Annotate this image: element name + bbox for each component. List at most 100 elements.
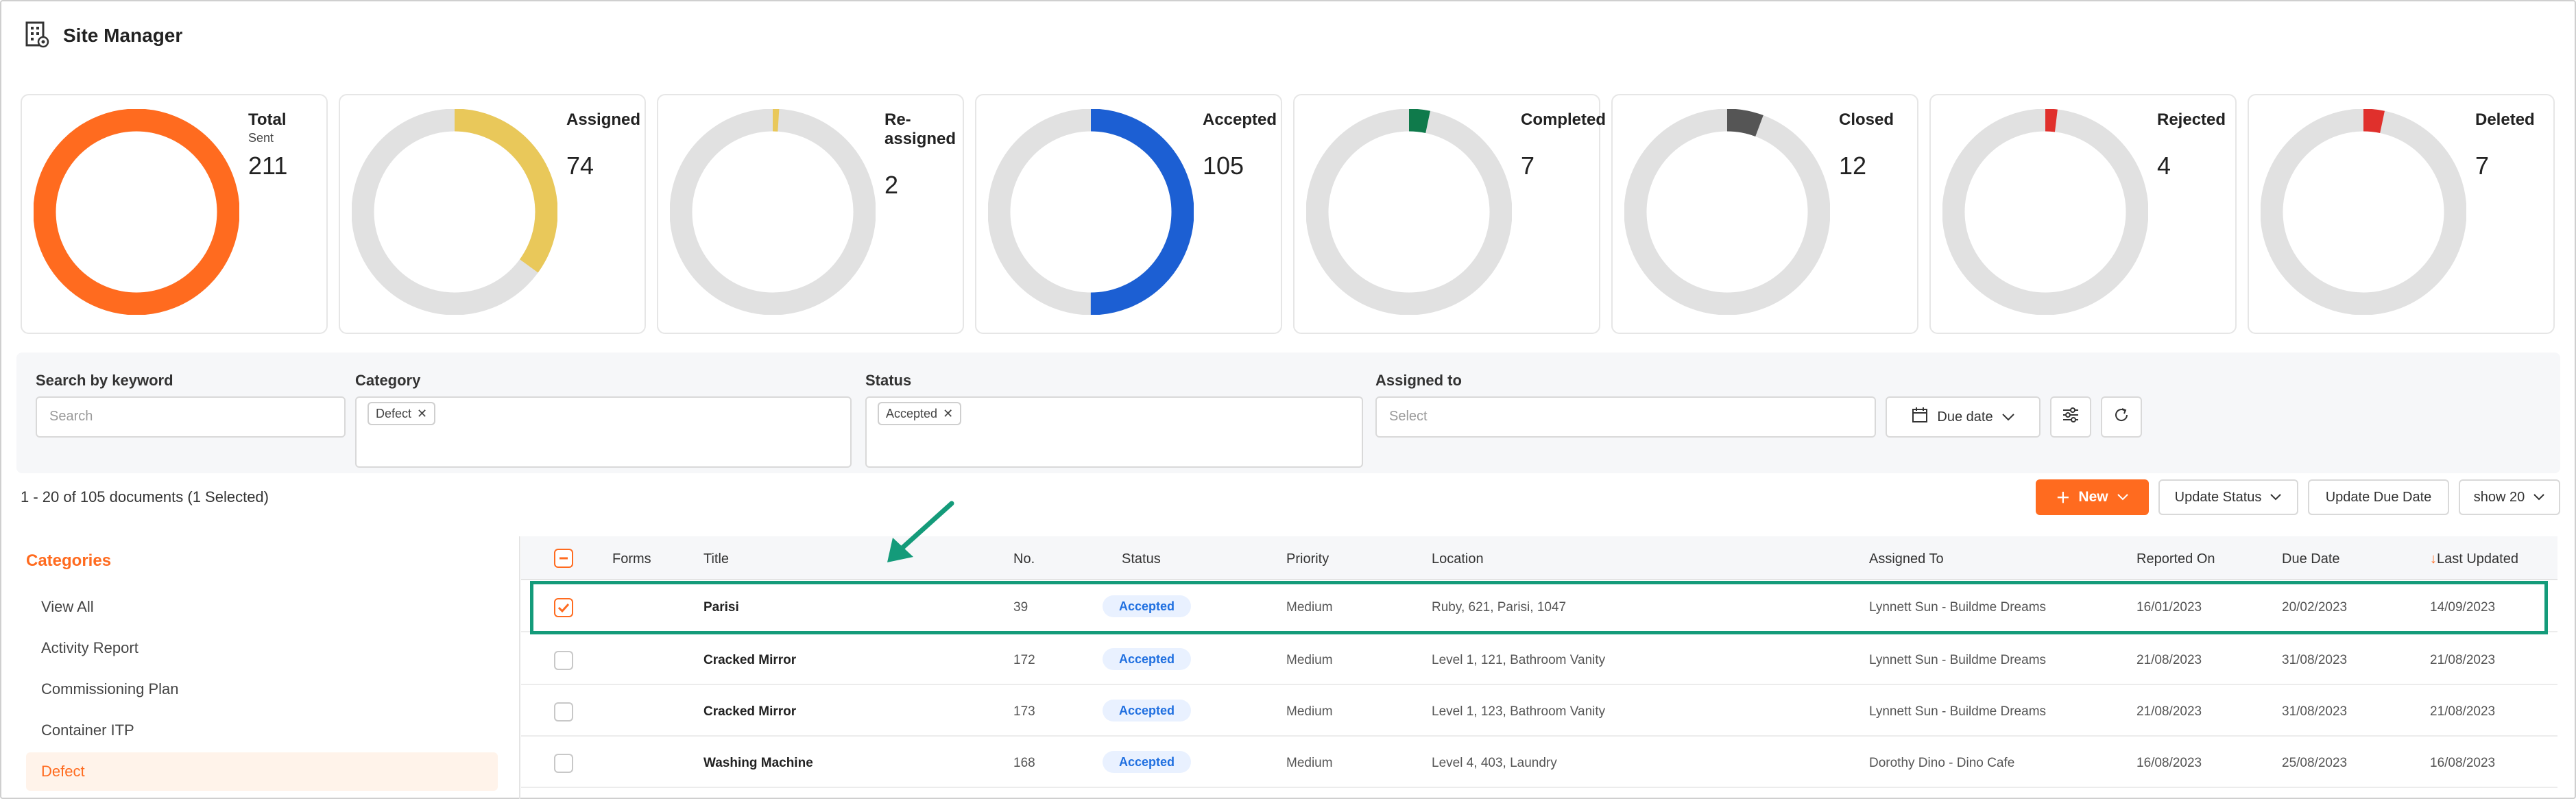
donut-chart — [1942, 109, 2148, 315]
due-date-label: Due date — [1937, 409, 1993, 425]
chevron-down-icon — [2533, 490, 2545, 505]
donut-track — [1306, 109, 1512, 315]
annotation-arrow-icon — [883, 498, 959, 570]
filter-settings-button[interactable] — [2050, 396, 2091, 438]
reset-button[interactable] — [2101, 396, 2142, 438]
stat-card-reassigned[interactable]: Re-assigned 2 — [657, 94, 964, 334]
col-forms[interactable]: Forms — [612, 551, 651, 567]
col-status[interactable]: Status — [1122, 551, 1161, 567]
col-assigned-to[interactable]: Assigned To — [1869, 551, 1944, 567]
cell-title[interactable]: Washing Machine — [703, 756, 813, 770]
col-title[interactable]: Title — [703, 551, 730, 567]
cell-title[interactable]: Parisi — [703, 600, 739, 615]
stat-card-total[interactable]: Total Sent 211 — [21, 94, 328, 334]
assigned-select[interactable]: Select — [1375, 396, 1876, 438]
due-date-filter[interactable]: Due date — [1886, 396, 2041, 438]
cell-last-updated: 16/08/2023 — [2430, 756, 2496, 770]
stat-label: Accepted — [1203, 110, 1277, 129]
donut-chart — [34, 109, 239, 315]
donut-chart — [1306, 109, 1512, 315]
donut-segment — [1306, 109, 1512, 315]
donut-chart — [670, 109, 876, 315]
select-all-checkbox[interactable] — [554, 549, 573, 568]
sidebar-item-defect[interactable]: Defect — [26, 752, 498, 791]
page-size-select[interactable]: show 20 — [2459, 479, 2560, 515]
sidebar-item-activity-report[interactable]: Activity Report — [41, 639, 139, 656]
cell-title[interactable]: Cracked Mirror — [703, 704, 797, 719]
cell-priority: Medium — [1286, 756, 1333, 770]
category-chip-label: Defect — [376, 406, 412, 420]
stat-card-assigned[interactable]: Assigned 74 — [339, 94, 646, 334]
col-priority[interactable]: Priority — [1286, 551, 1329, 567]
cell-title[interactable]: Cracked Mirror — [703, 653, 797, 667]
donut-track — [1624, 109, 1830, 315]
col-due-date[interactable]: Due Date — [2282, 551, 2340, 567]
row-checkbox[interactable] — [554, 754, 573, 773]
sidebar-item-commissioning-plan[interactable]: Commissioning Plan — [41, 680, 179, 697]
new-button[interactable]: ＋ New — [2036, 479, 2149, 515]
plus-icon: ＋ — [2056, 490, 2071, 506]
cell-location: Level 1, 121, Bathroom Vanity — [1432, 653, 1606, 667]
table-row[interactable]: Parisi 39 Medium Ruby, 621, Parisi, 1047 Lyn… — [521, 582, 2557, 632]
status-select[interactable]: Accepted ✕ — [865, 396, 1363, 468]
stat-card-deleted[interactable]: Deleted 7 — [2248, 94, 2555, 334]
donut-track — [670, 109, 876, 315]
cell-no: 39 — [1013, 600, 1028, 615]
col-reported-on[interactable]: Reported On — [2136, 551, 2215, 567]
donut-segment — [34, 109, 239, 315]
cell-due-date: 31/08/2023 — [2282, 704, 2348, 719]
keyword-label: Search by keyword — [36, 372, 173, 389]
donut-segment — [2261, 109, 2466, 315]
stat-value: 211 — [248, 152, 288, 180]
building-icon — [25, 21, 49, 51]
category-select[interactable]: Defect ✕ — [355, 396, 852, 468]
cell-assigned-to: Lynnett Sun - Buildme Dreams — [1869, 653, 2047, 667]
row-checkbox[interactable] — [554, 598, 573, 617]
donut-segment — [670, 109, 876, 315]
stat-card-completed[interactable]: Completed 7 — [1293, 94, 1606, 334]
cell-assigned-to: Lynnett Sun - Buildme Dreams — [1869, 600, 2047, 615]
search-input[interactable]: Search — [36, 396, 346, 438]
donut-chart — [352, 109, 557, 315]
close-icon[interactable]: ✕ — [417, 406, 428, 420]
stat-label: Rejected — [2157, 110, 2226, 129]
table-row[interactable]: Cracked Mirror 173 Medium Level 1, 123, Bat… — [521, 686, 2557, 737]
sidebar-item-container-itp[interactable]: Container ITP — [41, 722, 134, 739]
col-last-updated[interactable]: ↓Last Updated — [2430, 551, 2518, 567]
table-row[interactable]: Cracked Mirror 172 Medium Level 1, 121, Bat… — [521, 634, 2557, 685]
chevron-down-icon — [2117, 489, 2129, 505]
cell-location: Level 4, 403, Laundry — [1432, 756, 1557, 770]
stat-card-rejected[interactable]: Rejected 4 — [1929, 94, 2237, 334]
cell-due-date: 25/08/2023 — [2282, 756, 2348, 770]
col-last-updated-label: Last Updated — [2437, 551, 2518, 567]
update-status-label: Update Status — [2174, 489, 2262, 505]
categories-title: Categories — [26, 551, 112, 570]
donut-segment — [1942, 109, 2148, 315]
status-badge: Accepted — [1103, 648, 1192, 670]
stat-label: Deleted — [2475, 110, 2535, 129]
cell-priority: Medium — [1286, 704, 1333, 719]
stat-card-accepted[interactable]: Accepted 105 — [975, 94, 1282, 334]
cell-reported-on: 16/08/2023 — [2136, 756, 2202, 770]
update-status-button[interactable]: Update Status — [2158, 479, 2298, 515]
cell-no: 173 — [1013, 704, 1035, 719]
stat-label: Closed — [1839, 110, 1894, 129]
table-row[interactable]: Washing Machine 168 Medium Level 4, 403, La… — [521, 737, 2557, 788]
cell-assigned-to: Lynnett Sun - Buildme Dreams — [1869, 704, 2047, 719]
close-icon[interactable]: ✕ — [943, 406, 954, 420]
stat-card-closed[interactable]: Closed 12 — [1611, 94, 1918, 334]
row-checkbox[interactable] — [554, 702, 573, 722]
cell-reported-on: 16/01/2023 — [2136, 600, 2202, 615]
col-no[interactable]: No. — [1013, 551, 1035, 567]
row-checkbox[interactable] — [554, 651, 573, 670]
sidebar-divider — [519, 536, 520, 799]
update-due-date-button[interactable]: Update Due Date — [2308, 479, 2449, 515]
table-header: Forms Title No. Status Priority Location… — [521, 536, 2557, 580]
cell-no: 172 — [1013, 653, 1035, 667]
donut-chart — [1624, 109, 1830, 315]
sidebar-item-view-all[interactable]: View All — [41, 598, 94, 615]
stat-label: Completed — [1521, 110, 1606, 129]
col-location[interactable]: Location — [1432, 551, 1484, 567]
assigned-label: Assigned to — [1375, 372, 1462, 389]
stat-label: Assigned — [566, 110, 641, 129]
